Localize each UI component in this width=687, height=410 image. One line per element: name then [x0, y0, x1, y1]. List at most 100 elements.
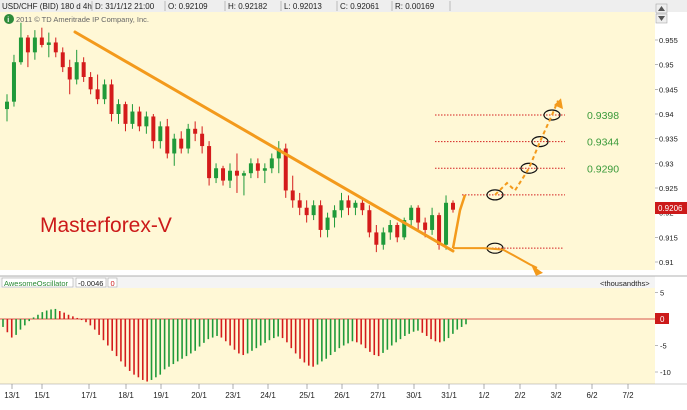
- candle: [388, 220, 393, 240]
- candle: [158, 121, 163, 149]
- target-label: 0.9290: [587, 163, 619, 175]
- candle-body: [311, 205, 316, 216]
- date-tick-label: 2/2: [514, 391, 526, 400]
- oscillator-panel: [0, 288, 655, 384]
- bearish-projection-path: [453, 247, 538, 269]
- candle-body: [262, 168, 267, 171]
- candle-body: [255, 163, 260, 171]
- date-tick-label: 18/1: [118, 391, 134, 400]
- candle: [248, 158, 253, 179]
- candle-body: [74, 62, 79, 80]
- candle: [269, 153, 274, 174]
- candle-body: [32, 37, 37, 53]
- oscillator-header: [0, 276, 655, 288]
- candle: [374, 225, 379, 253]
- date-tick-label: 23/1: [225, 391, 241, 400]
- date-tick-label: 7/2: [622, 391, 634, 400]
- candle-body: [11, 62, 16, 102]
- candle: [255, 158, 260, 179]
- candle-body: [102, 84, 107, 100]
- candle-body: [290, 190, 295, 201]
- candle-body: [193, 128, 198, 134]
- candle-body: [5, 101, 9, 110]
- candle-body: [346, 200, 351, 208]
- candle-body: [332, 210, 337, 218]
- price-tick-label: 0.93: [659, 159, 674, 168]
- date-tick-label: 20/1: [191, 391, 207, 400]
- info-icon[interactable]: i: [4, 14, 14, 24]
- date-tick-label: 27/1: [370, 391, 386, 400]
- date-tick-label: 1/2: [478, 391, 490, 400]
- candle: [200, 126, 205, 154]
- candle-body: [241, 173, 246, 176]
- date-tick-label: 24/1: [260, 391, 276, 400]
- candle-body: [325, 217, 330, 230]
- candle: [444, 195, 449, 250]
- candle-body: [228, 170, 232, 181]
- candle-body: [158, 126, 163, 142]
- candle-body: [381, 232, 386, 245]
- price-tick-label: 0.95: [659, 61, 674, 70]
- target-label: 0.9344: [587, 137, 619, 149]
- date-tick-label: 25/1: [299, 391, 315, 400]
- candle: [214, 163, 219, 184]
- candle-body: [437, 215, 442, 245]
- candle: [339, 192, 344, 218]
- candle: [67, 59, 72, 95]
- candle: [221, 165, 226, 186]
- candle: [451, 200, 455, 213]
- candle: [325, 212, 330, 238]
- target-circle: [520, 162, 538, 174]
- target-label: 0.9398: [587, 110, 619, 122]
- candle: [318, 200, 323, 238]
- watermark-text: Masterforex-V: [40, 214, 172, 237]
- open-readout: O: 0.92109: [168, 2, 208, 11]
- bullish-projection-path: [494, 100, 559, 196]
- candle: [74, 49, 79, 85]
- high-readout: H: 0.92182: [228, 2, 268, 11]
- range-readout: R: 0.00169: [395, 2, 435, 11]
- date-tick-label: 26/1: [334, 391, 350, 400]
- candle-body: [130, 111, 135, 124]
- candle: [39, 27, 44, 48]
- candle-body: [388, 225, 393, 233]
- candle-body: [221, 168, 226, 181]
- price-tick-label: 0.91: [659, 258, 674, 267]
- candle-body: [179, 138, 184, 149]
- candle: [179, 131, 184, 154]
- candle-body: [444, 202, 449, 245]
- candle: [360, 197, 365, 216]
- candle-body: [88, 77, 93, 90]
- candle-body: [451, 202, 455, 210]
- date-tick-label: 3/2: [550, 391, 562, 400]
- candle: [18, 22, 23, 65]
- candle-body: [165, 126, 170, 154]
- svg-text:i: i: [7, 17, 9, 24]
- candle: [130, 104, 135, 129]
- candle: [137, 106, 142, 132]
- candle-body: [283, 148, 288, 191]
- candle: [332, 205, 337, 228]
- downtrend-line: [73, 30, 455, 253]
- candle-body: [395, 225, 400, 238]
- candle-body: [151, 116, 156, 142]
- oscillator-value-box: [75, 277, 107, 288]
- price-axis: [655, 12, 687, 270]
- oscillator-name-box: [1, 277, 74, 288]
- candle-body: [60, 52, 65, 68]
- candle-body: [53, 42, 58, 53]
- scroll-down-icon[interactable]: [655, 13, 668, 24]
- candle: [144, 111, 149, 134]
- candle-body: [416, 207, 421, 223]
- candle-body: [297, 200, 302, 208]
- candle-body: [430, 215, 435, 230]
- price-tick-label: 0.945: [659, 85, 678, 94]
- arrow-up-icon: [554, 98, 563, 110]
- target-circle: [486, 189, 504, 201]
- candle-body: [144, 116, 149, 127]
- oscillator-zero-marker: 0: [655, 313, 669, 324]
- oscillator-axis: [655, 288, 687, 384]
- scroll-up-icon[interactable]: [655, 3, 668, 14]
- date-tick-label: 15/1: [34, 391, 50, 400]
- date-tick-label: 31/1: [441, 391, 457, 400]
